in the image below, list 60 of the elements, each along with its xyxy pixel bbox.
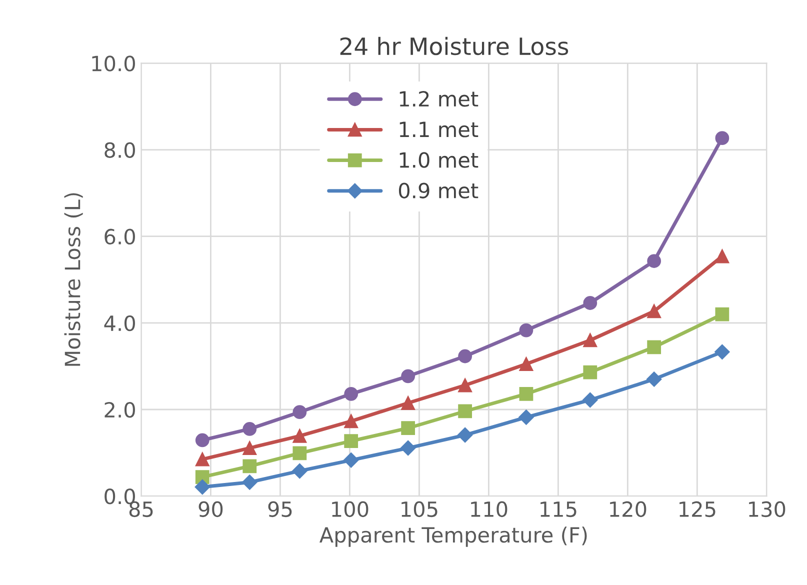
point (292, 405, 307, 420)
point (583, 365, 598, 380)
point (242, 422, 257, 436)
point (401, 369, 416, 384)
point (458, 404, 472, 418)
x-tick-label: 120 (610, 501, 646, 518)
point (519, 323, 534, 338)
legend-label: 1.0 met (400, 152, 478, 168)
point (242, 441, 257, 455)
point (647, 304, 662, 318)
y-tick-label: 10.0 (92, 56, 135, 72)
point (242, 474, 258, 490)
point (647, 254, 662, 268)
point (519, 357, 534, 371)
point (242, 459, 257, 474)
y-tick-label: 8.0 (104, 142, 135, 158)
point (457, 427, 473, 443)
point (647, 340, 662, 354)
point (458, 378, 472, 392)
chart-title: 24 hr Moisture Loss (340, 36, 568, 56)
x-tick-label: 110 (471, 501, 508, 518)
point (292, 463, 308, 479)
point (194, 479, 210, 495)
y-tick-label: 2.0 (104, 402, 135, 418)
point (583, 333, 598, 348)
y-tick-label: 6.0 (104, 228, 135, 245)
x-tick-label: 115 (540, 502, 576, 518)
point (344, 386, 358, 401)
legend-label: 1.2 met (400, 90, 478, 107)
x-axis-title: Apparent Temperature (F) (320, 526, 587, 547)
point (518, 410, 534, 425)
point (582, 392, 598, 408)
legend-label: 1.1 met (400, 122, 478, 138)
point (519, 386, 534, 401)
x-tick-label: 90 (198, 501, 223, 518)
x-tick-label: 105 (402, 501, 438, 518)
point (292, 428, 307, 443)
point (292, 446, 307, 460)
point (715, 307, 730, 322)
legend-label: 0.9 met (398, 182, 478, 198)
point (401, 421, 416, 436)
point (583, 296, 598, 310)
point (715, 249, 730, 264)
point (344, 452, 359, 468)
x-tick-label: 100 (332, 501, 368, 518)
point (344, 434, 358, 448)
point (458, 349, 472, 364)
point (715, 131, 730, 146)
y-tick-label: 4.0 (104, 315, 135, 332)
x-tick-label: 125 (680, 501, 716, 518)
point (401, 396, 416, 410)
point (714, 344, 730, 360)
y-axis-title: Moisture Loss (L) (64, 193, 83, 366)
point (344, 414, 358, 428)
x-tick-label: 95 (268, 501, 292, 518)
point (195, 433, 210, 448)
point (646, 372, 662, 387)
point (195, 452, 210, 466)
point (400, 440, 416, 456)
x-tick-label: 130 (749, 501, 786, 518)
